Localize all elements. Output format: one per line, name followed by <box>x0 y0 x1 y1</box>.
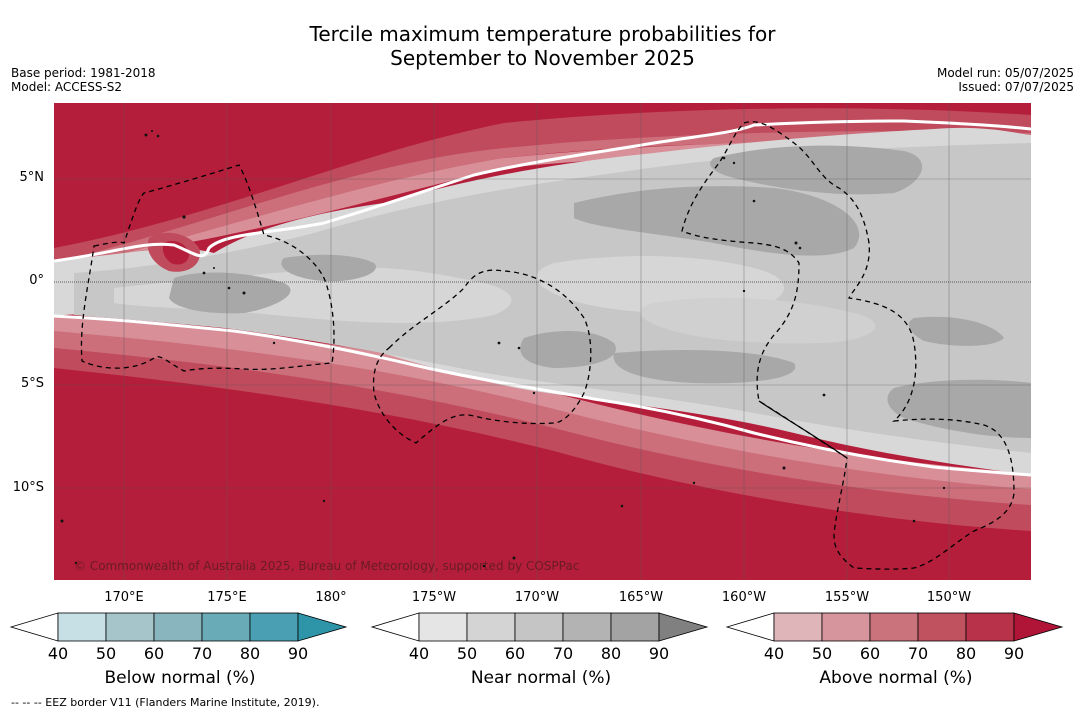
boundary-south <box>54 314 1031 477</box>
map-svg <box>54 103 1031 580</box>
colorbar-tick: 70 <box>191 644 213 663</box>
meta-left: Base period: 1981-2018 Model: ACCESS-S2 <box>11 66 156 94</box>
colorbar-segment <box>57 612 107 642</box>
title-line-1: Tercile maximum temperature probabilitie… <box>309 22 776 46</box>
colorbar-segment <box>466 612 516 642</box>
eez-tuvalu-kiribati-west <box>80 164 335 372</box>
colorbar-left-arrow <box>10 612 59 642</box>
lon-label-165w: 165°W <box>618 590 664 605</box>
band-above-80-south <box>54 368 1031 580</box>
band-above-70-north <box>54 108 1031 268</box>
colorbar-tick: 60 <box>143 644 165 663</box>
colorbar-segment <box>514 612 564 642</box>
near-normal-70-c <box>574 186 860 256</box>
near-normal-70-g <box>887 379 1031 438</box>
boundary-north <box>54 119 1031 263</box>
colorbar-tick: 60 <box>504 644 526 663</box>
colorbar-tick: 40 <box>408 644 430 663</box>
colorbar-above-svg <box>726 612 1064 642</box>
colorbar-segment <box>249 612 299 642</box>
colorbar-tick: 90 <box>1003 644 1025 663</box>
colorbar-tick: 40 <box>47 644 69 663</box>
colorbar-segment <box>965 612 1015 642</box>
near-normal-70-e <box>520 331 616 368</box>
lat-label-0: 0° <box>29 273 44 288</box>
lon-label-175w: 175°W <box>411 590 457 605</box>
colorbar-segment <box>869 612 919 642</box>
islands <box>60 130 946 568</box>
chart-title: Tercile maximum temperature probabilitie… <box>0 22 1085 70</box>
model-name: Model: ACCESS-S2 <box>11 80 123 94</box>
eez-borders <box>80 121 1015 570</box>
colorbar-right-arrow <box>297 612 348 642</box>
colorbar-tick: 90 <box>648 644 670 663</box>
colorbar-tick: 60 <box>859 644 881 663</box>
band-above-70-south <box>54 348 1031 533</box>
colorbar-tick: 50 <box>811 644 833 663</box>
colorbar-segment <box>153 612 203 642</box>
title-line-2: September to November 2025 <box>390 46 695 70</box>
colorbar-tick: 40 <box>763 644 785 663</box>
lon-label-170w: 170°W <box>514 590 560 605</box>
colorbar-segment <box>610 612 660 642</box>
lon-label-175e: 175°E <box>207 590 247 605</box>
colorbar-segment <box>773 612 823 642</box>
lon-label-150w: 150°W <box>926 590 972 605</box>
base-period: Base period: 1981-2018 <box>11 66 156 80</box>
near-normal-70-a <box>169 272 291 314</box>
lat-label-10s: 10°S <box>12 480 44 495</box>
colorbar-below-normal: Below normal (%) 40 50 60 70 80 90 <box>10 612 350 702</box>
colorbar-below-svg <box>10 612 348 642</box>
colorbar-tick: 70 <box>907 644 929 663</box>
colorbar-above-label: Above normal (%) <box>819 668 973 688</box>
colorbar-segment <box>562 612 612 642</box>
colorbar-near-svg <box>371 612 709 642</box>
lon-label-180: 180° <box>315 590 347 605</box>
eez-footnote: -- -- -- EEZ border V11 (Flanders Marine… <box>11 696 320 709</box>
lat-label-5s: 5°S <box>20 376 44 391</box>
colorbar-right-arrow <box>658 612 709 642</box>
colorbar-left-arrow <box>726 612 775 642</box>
colorbar-right-arrow <box>1013 612 1064 642</box>
lat-label-5n: 5°N <box>19 170 45 185</box>
colorbar-tick: 80 <box>955 644 977 663</box>
lon-label-155w: 155°W <box>824 590 870 605</box>
colorbar-above-normal: Above normal (%) 40 50 60 70 80 90 <box>726 612 1066 702</box>
colorbar-tick: 80 <box>239 644 261 663</box>
eez-tokelau <box>372 269 592 444</box>
near-normal-light-patch-3 <box>640 297 876 344</box>
colorbar-segment <box>821 612 871 642</box>
issued-date: Issued: 07/07/2025 <box>958 80 1074 94</box>
colorbar-segment <box>105 612 155 642</box>
colorbar-segment <box>917 612 967 642</box>
near-normal-70-d <box>710 145 923 195</box>
colorbar-near-normal: Near normal (%) 40 50 60 70 80 90 <box>371 612 711 702</box>
colorbar-segment <box>201 612 251 642</box>
model-run: Model run: 05/07/2025 <box>936 66 1074 80</box>
colorbar-tick: 70 <box>552 644 574 663</box>
lon-label-170e: 170°E <box>104 590 144 605</box>
eez-line-islands <box>681 121 1015 570</box>
band-above-80-north <box>54 103 1031 253</box>
colorbar-tick: 50 <box>456 644 478 663</box>
band-above-60-south <box>54 331 1031 508</box>
colorbar-tick: 90 <box>287 644 309 663</box>
colorbar-near-label: Near normal (%) <box>470 668 612 688</box>
colorbar-segment <box>418 612 468 642</box>
probability-map <box>54 103 1031 580</box>
colorbar-tick: 50 <box>95 644 117 663</box>
near-normal-70-f <box>613 350 796 384</box>
graticule <box>54 103 1031 580</box>
colorbar-left-arrow <box>371 612 420 642</box>
lon-label-160w: 160°W <box>721 590 767 605</box>
eez-solid-segment <box>758 400 848 459</box>
meta-right: Model run: 05/07/2025 Issued: 07/07/2025 <box>937 66 1074 94</box>
colorbar-below-label: Below normal (%) <box>104 668 256 688</box>
near-normal-70-b <box>281 254 376 282</box>
red-island-core <box>162 241 190 265</box>
colorbar-tick: 80 <box>600 644 622 663</box>
copyright-notice: © Commonwealth of Australia 2025, Bureau… <box>74 559 580 573</box>
near-normal-70-h <box>908 316 1004 346</box>
